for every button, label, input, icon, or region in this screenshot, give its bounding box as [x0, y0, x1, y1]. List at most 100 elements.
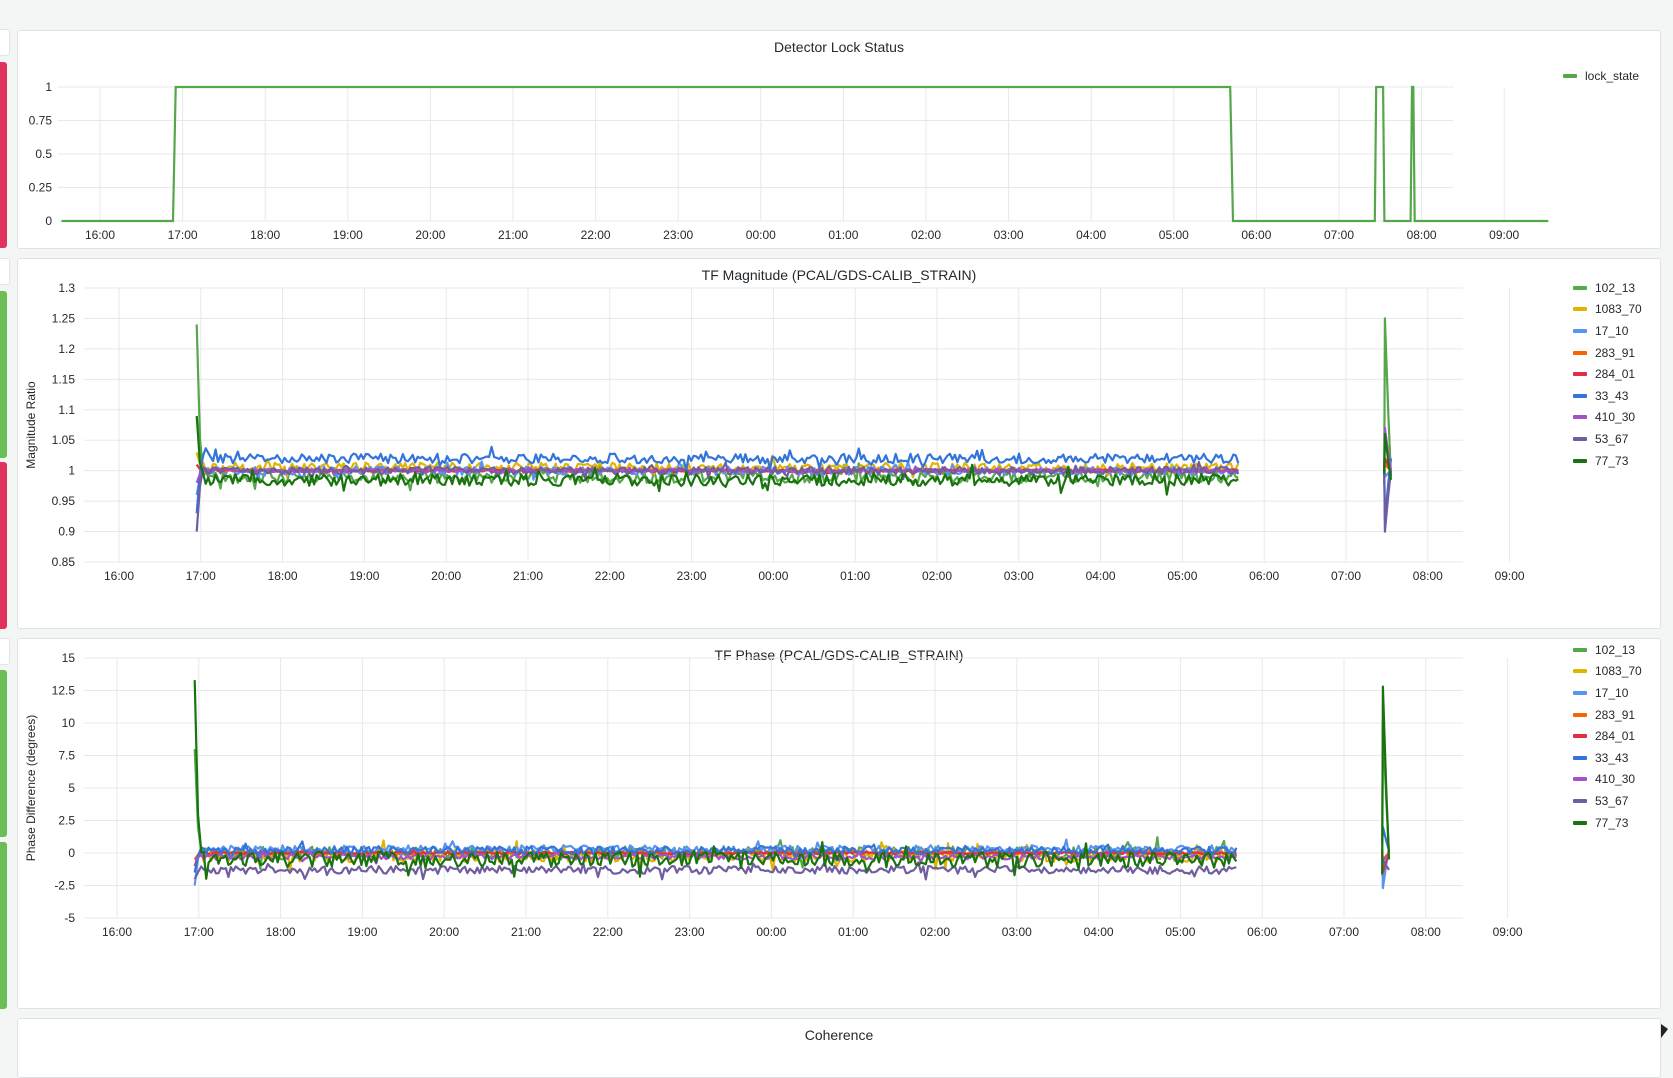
series-line-77_73-late [1381, 685, 1391, 875]
y-axis-label: Magnitude Ratio [24, 381, 38, 469]
x-tick-label: 08:00 [1413, 569, 1443, 583]
y-tick-label: 1.15 [52, 372, 76, 386]
x-tick-label: 06:00 [1249, 569, 1279, 583]
panel-title[interactable]: Detector Lock Status [774, 39, 904, 55]
legend-swatch-icon [1573, 712, 1587, 717]
x-tick-label: 04:00 [1086, 569, 1116, 583]
legend-label: 1083_70 [1595, 664, 1642, 679]
y-tick-label: 5 [68, 781, 75, 795]
x-tick-label: 02:00 [911, 228, 941, 242]
legend-label: 33_43 [1595, 388, 1629, 403]
series-line-lock_state [61, 85, 1549, 223]
x-tick-label: 00:00 [758, 569, 788, 583]
legend-swatch-icon [1573, 777, 1587, 782]
legend-swatch-icon [1573, 798, 1587, 803]
legend-swatch-icon [1573, 372, 1587, 377]
x-tick-label: 02:00 [920, 925, 950, 939]
x-tick-label: 16:00 [85, 228, 115, 242]
x-tick-label: 05:00 [1167, 569, 1197, 583]
x-tick-label: 23:00 [677, 569, 707, 583]
status-indicator-bar [0, 462, 7, 629]
legend-label: 284_01 [1595, 367, 1636, 382]
x-tick-label: 18:00 [268, 569, 298, 583]
legend-item[interactable]: 410_30 [1573, 769, 1642, 791]
y-tick-label: 0.25 [29, 181, 53, 195]
legend-label: 102_13 [1595, 642, 1636, 657]
legend-item[interactable]: 284_01 [1573, 725, 1642, 747]
tf-magnitude-chart[interactable]: 0.85 0.9 0.95 1 1.05 1.1 1.15 1.2 1.25 1.3 16:00 17… [18, 259, 1662, 630]
x-tick-label: 08:00 [1411, 925, 1441, 939]
x-tick-label: 17:00 [186, 569, 216, 583]
tf-phase-panel[interactable]: TF Phase (PCAL/GDS-CALIB_STRAIN) -5 -2.5 0… [17, 638, 1661, 1009]
x-tick-label: 02:00 [922, 569, 952, 583]
legend-item[interactable]: 283_91 [1573, 704, 1642, 726]
legend-item[interactable]: 1083_70 [1573, 661, 1642, 683]
x-tick-label: 07:00 [1331, 569, 1361, 583]
legend-item[interactable]: 410_30 [1573, 407, 1642, 429]
x-tick-label: 16:00 [104, 569, 134, 583]
y-tick-label: 0.5 [35, 147, 52, 161]
coherence-panel[interactable]: Coherence [17, 1018, 1661, 1078]
legend-item[interactable]: 53_67 [1573, 790, 1642, 812]
legend-label: 102_13 [1595, 280, 1636, 295]
legend-swatch-icon [1563, 73, 1577, 78]
legend-label: 410_30 [1595, 772, 1636, 787]
chart-legend: 102_13 1083_70 17_10 283_91 284_01 33_43 410_3… [1573, 639, 1642, 833]
legend-label: 53_67 [1595, 431, 1629, 446]
legend-swatch-icon [1573, 393, 1587, 398]
legend-item[interactable]: 102_13 [1573, 277, 1642, 299]
y-tick-label: 15 [62, 651, 76, 665]
legend-item[interactable]: 53_67 [1573, 428, 1642, 450]
legend-item[interactable]: 1083_70 [1573, 299, 1642, 321]
x-tick-label: 18:00 [266, 925, 296, 939]
x-tick-label: 19:00 [333, 228, 363, 242]
panel-title[interactable]: TF Phase (PCAL/GDS-CALIB_STRAIN) [714, 647, 964, 663]
legend-item[interactable]: 77_73 [1573, 812, 1642, 834]
y-tick-label: 1 [45, 80, 52, 94]
legend-item[interactable]: 17_10 [1573, 320, 1642, 342]
legend-swatch-icon [1573, 669, 1587, 674]
x-tick-label: 19:00 [347, 925, 377, 939]
x-tick-label: 09:00 [1495, 569, 1525, 583]
status-indicator-bar [0, 291, 7, 458]
status-indicator-bar [0, 670, 7, 837]
y-axis-label: Phase Difference (degrees) [24, 715, 38, 862]
collapsed-panel-stub [0, 638, 10, 665]
status-indicator-bar [0, 62, 7, 248]
lock-status-chart[interactable]: 0 0.25 0.5 0.75 1 16:00 17:00 18:00 19:00 20:00 21… [18, 31, 1662, 250]
x-tick-label: 21:00 [513, 569, 543, 583]
x-tick-label: 18:00 [250, 228, 280, 242]
legend-item[interactable]: 33_43 [1573, 747, 1642, 769]
legend-item[interactable]: 33_43 [1573, 385, 1642, 407]
grid [84, 287, 1511, 563]
legend-item[interactable]: 284_01 [1573, 363, 1642, 385]
x-tick-label: 05:00 [1165, 925, 1195, 939]
y-tick-label: 1.25 [52, 311, 76, 325]
x-tick-label: 06:00 [1241, 228, 1271, 242]
legend-swatch-icon [1573, 307, 1587, 312]
legend-swatch-icon [1573, 820, 1587, 825]
x-tick-label: 03:00 [1004, 569, 1034, 583]
legend-label: 17_10 [1595, 323, 1629, 338]
panel-title[interactable]: Coherence [804, 1027, 874, 1043]
x-tick-label: 09:00 [1493, 925, 1523, 939]
legend-item[interactable]: 283_91 [1573, 342, 1642, 364]
y-tick-label: 2.5 [58, 814, 75, 828]
x-tick-label: 17:00 [168, 228, 198, 242]
panel-title[interactable]: TF Magnitude (PCAL/GDS-CALIB_STRAIN) [701, 267, 977, 283]
legend-label: 53_67 [1595, 793, 1629, 808]
legend-swatch-icon [1573, 690, 1587, 695]
x-tick-label: 00:00 [756, 925, 786, 939]
x-tick-label: 20:00 [429, 925, 459, 939]
x-tick-label: 21:00 [511, 925, 541, 939]
tf-magnitude-panel[interactable]: TF Magnitude (PCAL/GDS-CALIB_STRAIN) 0.8… [17, 258, 1661, 629]
x-tick-label: 01:00 [838, 925, 868, 939]
legend-label: 284_01 [1595, 729, 1636, 744]
legend-item[interactable]: 17_10 [1573, 682, 1642, 704]
legend-item[interactable]: 77_73 [1573, 450, 1642, 472]
legend-item[interactable]: 102_13 [1573, 639, 1642, 661]
y-tick-label: 1.3 [58, 281, 75, 295]
tf-phase-chart[interactable]: -5 -2.5 0 2.5 5 7.5 10 12.5 15 16:00 17:00 18:00 19:… [18, 639, 1662, 1010]
lock-status-panel[interactable]: Detector Lock Status 0 0.25 0.5 0.75 1 16:00 1… [17, 30, 1661, 249]
legend-item[interactable]: lock_state [1563, 69, 1639, 83]
